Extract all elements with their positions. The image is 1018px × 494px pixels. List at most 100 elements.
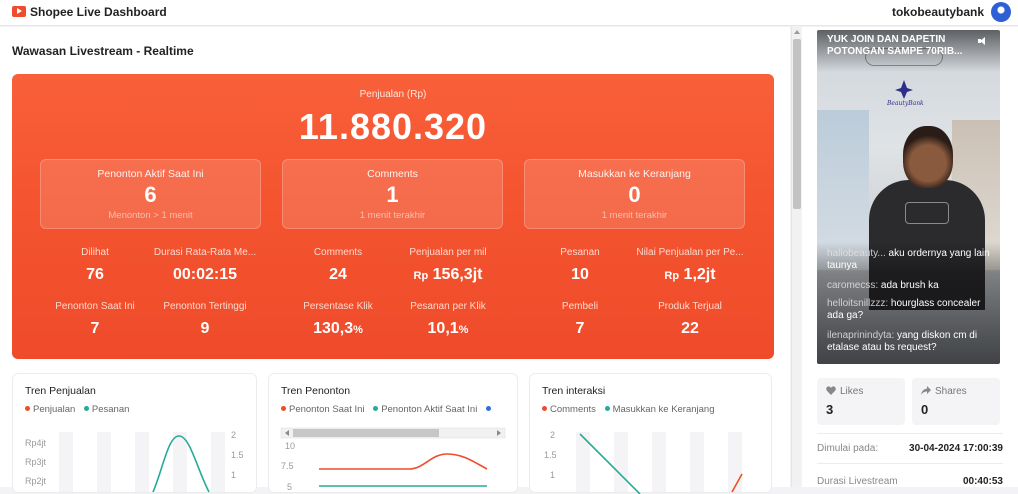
chart-legend: Penjualan Pesanan bbox=[25, 404, 135, 415]
metric-value: 00:02:15 bbox=[150, 266, 260, 284]
shop-name[interactable]: tokobeautybank bbox=[891, 5, 984, 19]
metric-avg-duration: Durasi Rata-Rata Me... 00:02:15 bbox=[150, 247, 260, 284]
scroll-up-icon[interactable] bbox=[794, 30, 800, 34]
metric-value: 10 bbox=[525, 266, 635, 284]
y-tick-label: 5 bbox=[287, 482, 292, 492]
metric-unit: % bbox=[353, 324, 363, 336]
likes-stat: Likes 3 bbox=[817, 378, 905, 425]
legend-label: Penonton Saat Ini bbox=[289, 404, 365, 415]
likes-value: 3 bbox=[826, 402, 834, 417]
chart-title: Tren Penonton bbox=[281, 385, 351, 397]
live-video-preview[interactable]: BeautyBank YUK JOIN DAN DAPETIN POTONGAN… bbox=[817, 30, 1000, 364]
metric-views: Dilihat 76 bbox=[40, 247, 150, 284]
legend-item[interactable] bbox=[485, 404, 494, 415]
shares-label: Shares bbox=[935, 386, 967, 397]
interaction-trend-plot: 2 1.5 1 bbox=[544, 430, 743, 494]
metric-comments: Comments 24 bbox=[283, 247, 393, 284]
chart-interaction-trend[interactable]: 2 1.5 1 Tren interaksi Comments Masukkan… bbox=[529, 373, 772, 494]
chart-legend: Comments Masukkan ke Keranjang bbox=[542, 404, 721, 415]
legend-item[interactable]: Penjualan bbox=[25, 404, 75, 415]
metric-value: 24 bbox=[283, 266, 393, 284]
chart-bg-column bbox=[690, 432, 704, 492]
scrollbar-thumb[interactable] bbox=[793, 39, 801, 209]
avatar[interactable] bbox=[991, 2, 1011, 22]
metric-number: 00:02:15 bbox=[172, 266, 238, 283]
chart-viewer-trend[interactable]: 10 7.5 5 Tren Penonton Penonton Saat Ini… bbox=[268, 373, 518, 493]
legend-item[interactable]: Comments bbox=[542, 404, 596, 415]
metric-label: Dilihat bbox=[81, 247, 109, 258]
legend-dot bbox=[542, 406, 547, 411]
top-bar: Shopee Live Dashboard tokobeautybank bbox=[0, 0, 1018, 26]
dashboard-main: Wawasan Livestream - Realtime Penjualan … bbox=[0, 27, 790, 487]
metric-value: 76 bbox=[40, 266, 150, 284]
y-tick-label: 1.5 bbox=[544, 450, 557, 460]
chart-sales-trend[interactable]: Rp4jt Rp3jt Rp2jt 2 1.5 1 Tren Penjualan… bbox=[12, 373, 257, 493]
shares-value: 0 bbox=[921, 402, 929, 417]
duration-value: 00:40:53 bbox=[962, 476, 1003, 487]
legend-label: Penjualan bbox=[33, 404, 76, 415]
legend-item[interactable]: Pesanan bbox=[83, 404, 130, 415]
legend-label: Comments bbox=[550, 404, 596, 415]
y2-tick-label: 1 bbox=[231, 470, 236, 480]
metric-number: 156,3jt bbox=[432, 266, 483, 283]
metric-label: Penonton Tertinggi bbox=[163, 301, 247, 312]
card-value: 1 bbox=[386, 182, 399, 207]
metric-number: 7 bbox=[90, 320, 100, 337]
metric-peak-viewers: Penonton Tertinggi 9 bbox=[150, 301, 260, 338]
metric-click-rate: Persentase Klik 130,3% bbox=[283, 301, 393, 338]
streamer-head bbox=[903, 126, 953, 188]
metric-value: 7 bbox=[525, 320, 635, 338]
legend-item[interactable]: Penonton Aktif Saat Ini bbox=[373, 404, 477, 415]
legend-dot bbox=[83, 406, 89, 411]
metric-prefix: Rp bbox=[413, 270, 429, 282]
live-preview-panel: BeautyBank YUK JOIN DAN DAPETIN POTONGAN… bbox=[802, 27, 1018, 487]
legend-item[interactable]: Penonton Saat Ini bbox=[281, 404, 365, 415]
section-title: Wawasan Livestream - Realtime bbox=[12, 44, 194, 58]
legend-label: Pesanan bbox=[91, 404, 130, 415]
chart-title: Tren Penjualan bbox=[25, 385, 96, 397]
main-scrollbar[interactable] bbox=[791, 27, 801, 487]
y-tick-label: Rp3jt bbox=[25, 457, 47, 467]
comment-text: hourglass concealer ada ga? bbox=[827, 298, 981, 321]
metric-unit: % bbox=[458, 324, 469, 336]
metric-number: 7 bbox=[575, 320, 585, 337]
scroll-right-icon[interactable] bbox=[497, 430, 501, 436]
card-label: Comments bbox=[367, 168, 418, 180]
metric-orders: Pesanan 10 bbox=[525, 247, 635, 284]
metric-products-sold: Produk Terjual 22 bbox=[635, 301, 745, 338]
live-comment: hallobeauty... aku ordernya yang lain ta… bbox=[827, 248, 995, 272]
legend-dot bbox=[373, 406, 379, 411]
metric-value: Rp 1,2jt bbox=[635, 266, 745, 284]
card-value: 0 bbox=[628, 182, 641, 207]
chart-bg-column bbox=[97, 432, 111, 492]
metric-value: 22 bbox=[635, 320, 745, 338]
metric-label: Penjualan per mil bbox=[409, 247, 487, 258]
legend-dot bbox=[281, 406, 286, 411]
realtime-summary: Penjualan (Rp) 11.880.320 Penonton Aktif… bbox=[12, 74, 774, 359]
likes-label: Likes bbox=[840, 386, 864, 397]
y-tick-label: 2 bbox=[550, 430, 555, 440]
metric-value: 7 bbox=[40, 320, 150, 338]
metric-number: 1,2jt bbox=[683, 266, 716, 283]
sound-icon[interactable] bbox=[978, 37, 988, 45]
legend-dot bbox=[485, 406, 491, 411]
live-comment: ilenaprinindyta: yang diskon cm di etala… bbox=[827, 330, 995, 354]
app-title: Shopee Live Dashboard bbox=[30, 5, 167, 19]
scroll-left-icon[interactable] bbox=[285, 430, 289, 436]
share-icon bbox=[921, 386, 931, 395]
metric-value: 9 bbox=[150, 320, 260, 338]
chart-bg-column bbox=[728, 432, 742, 492]
chart-zoom-thumb[interactable] bbox=[293, 429, 439, 437]
metric-label: Pesanan bbox=[560, 247, 600, 258]
card-active-viewers: Penonton Aktif Saat Ini 6 Menonton > 1 m… bbox=[40, 159, 261, 229]
metric-orders-per-click: Pesanan per Klik 10,1% bbox=[393, 301, 503, 338]
card-sub: Menonton > 1 menit bbox=[108, 210, 193, 221]
chart-bg-column bbox=[173, 432, 187, 492]
sales-label: Penjualan (Rp) bbox=[359, 89, 427, 100]
comment-text: yang diskon cm di etalase atau bs reques… bbox=[827, 330, 978, 353]
legend-item[interactable]: Masukkan ke Keranjang bbox=[604, 404, 715, 415]
legend-label: Penonton Aktif Saat Ini bbox=[381, 404, 478, 415]
card-label: Masukkan ke Keranjang bbox=[578, 168, 691, 180]
card-sub: 1 menit terakhir bbox=[601, 210, 668, 221]
video-banner bbox=[817, 30, 1000, 72]
